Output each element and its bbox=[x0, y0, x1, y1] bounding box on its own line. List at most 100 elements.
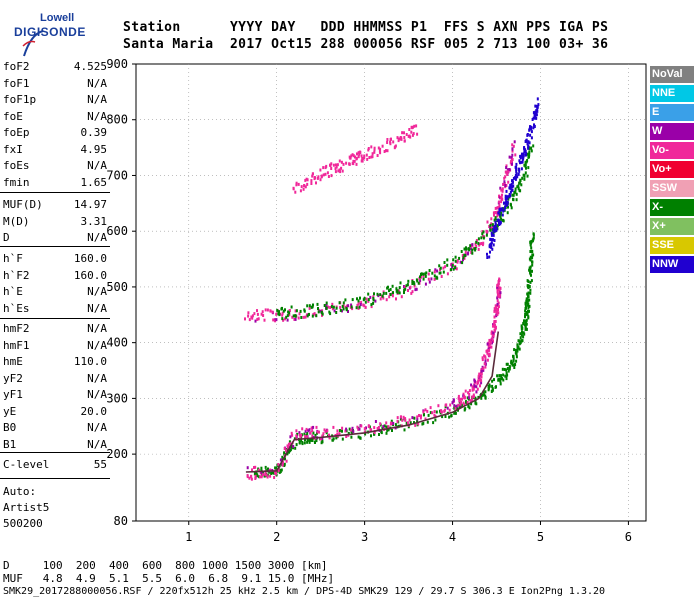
echo-point bbox=[325, 164, 328, 168]
echo-point bbox=[364, 430, 367, 434]
echo-point bbox=[277, 467, 280, 471]
echo-point bbox=[473, 247, 476, 251]
parameter-value: N/A bbox=[87, 388, 107, 401]
echo-point bbox=[511, 185, 514, 189]
echo-point bbox=[403, 417, 406, 421]
echo-point bbox=[524, 148, 527, 152]
echo-point bbox=[492, 243, 495, 247]
echo-point bbox=[419, 416, 422, 420]
echo-point bbox=[525, 138, 528, 142]
echo-point bbox=[494, 385, 497, 389]
echo-point bbox=[497, 280, 500, 284]
echo-point bbox=[412, 132, 415, 136]
echo-point bbox=[524, 313, 527, 316]
echo-point bbox=[335, 305, 338, 309]
echo-point bbox=[526, 133, 529, 136]
echo-point bbox=[341, 169, 344, 173]
echo-point bbox=[424, 274, 427, 278]
echo-point bbox=[286, 445, 289, 449]
echo-point bbox=[481, 365, 484, 369]
echo-point bbox=[269, 309, 272, 313]
echo-point bbox=[278, 470, 281, 474]
echo-point bbox=[281, 463, 284, 467]
echo-point bbox=[501, 367, 504, 371]
echo-point bbox=[522, 157, 524, 161]
echo-point bbox=[448, 408, 451, 412]
echo-point bbox=[403, 136, 406, 139]
echo-point bbox=[259, 475, 262, 479]
echo-point bbox=[342, 301, 345, 305]
echo-point bbox=[510, 359, 513, 363]
echo-point bbox=[528, 266, 531, 270]
echo-point bbox=[260, 466, 263, 470]
echo-point bbox=[352, 159, 355, 163]
echo-point bbox=[493, 325, 496, 328]
parameter-value: N/A bbox=[87, 109, 107, 123]
echo-point bbox=[516, 349, 519, 353]
echo-point bbox=[304, 429, 307, 433]
parameter-value: 110.0 bbox=[73, 355, 107, 368]
echo-point bbox=[301, 427, 304, 431]
echo-point bbox=[286, 448, 289, 451]
echo-point bbox=[519, 156, 522, 160]
echo-point bbox=[498, 205, 501, 209]
echo-point bbox=[310, 182, 313, 185]
echo-point bbox=[507, 369, 510, 373]
echo-point bbox=[305, 177, 308, 181]
echo-point bbox=[463, 394, 466, 398]
echo-point bbox=[297, 182, 300, 186]
echo-point bbox=[488, 345, 491, 349]
echo-point bbox=[463, 247, 466, 251]
echo-point bbox=[472, 246, 475, 250]
echo-point bbox=[527, 298, 529, 302]
echo-point bbox=[499, 186, 502, 190]
echo-point bbox=[461, 253, 464, 257]
echo-point bbox=[470, 402, 473, 406]
echo-point bbox=[486, 256, 489, 259]
echo-point bbox=[469, 247, 472, 251]
echo-point bbox=[363, 154, 366, 158]
echo-point bbox=[480, 392, 483, 396]
echo-point bbox=[491, 233, 494, 237]
echo-point bbox=[327, 434, 329, 438]
echo-point bbox=[489, 345, 492, 349]
echo-point bbox=[314, 441, 316, 444]
echo-point bbox=[464, 389, 467, 393]
echo-point bbox=[529, 280, 532, 284]
echo-point bbox=[523, 332, 526, 336]
echo-point bbox=[415, 287, 418, 291]
parameter-row: hmE 110.0 bbox=[3, 355, 107, 371]
echo-point bbox=[351, 426, 354, 430]
echo-point bbox=[420, 272, 423, 276]
echo-point bbox=[480, 396, 483, 400]
parameter-label: foF1p bbox=[3, 93, 37, 106]
echo-point bbox=[454, 405, 456, 409]
echo-point bbox=[403, 288, 406, 292]
echo-point bbox=[475, 240, 478, 244]
parameter-value: N/A bbox=[87, 371, 107, 385]
echo-point bbox=[509, 190, 512, 194]
echo-point bbox=[516, 346, 519, 350]
echo-point bbox=[360, 154, 363, 158]
echo-point bbox=[279, 468, 281, 472]
parameter-row: hmF2 N/A bbox=[3, 322, 107, 338]
echo-point bbox=[503, 207, 506, 211]
echo-point bbox=[491, 226, 493, 230]
echo-point bbox=[472, 385, 475, 389]
echo-point bbox=[504, 175, 507, 179]
echo-point bbox=[504, 205, 507, 209]
echo-point bbox=[321, 434, 324, 438]
echo-point bbox=[281, 311, 284, 315]
echo-point bbox=[529, 240, 532, 244]
echo-point bbox=[460, 401, 462, 404]
echo-point bbox=[316, 176, 319, 180]
echo-point bbox=[523, 163, 526, 167]
echo-point bbox=[305, 313, 308, 317]
echo-point bbox=[492, 332, 495, 336]
echo-point bbox=[476, 380, 479, 384]
echo-point bbox=[467, 397, 470, 401]
echo-point bbox=[391, 284, 394, 288]
echo-point bbox=[498, 277, 501, 281]
echo-point bbox=[486, 349, 489, 353]
echo-point bbox=[517, 184, 520, 188]
